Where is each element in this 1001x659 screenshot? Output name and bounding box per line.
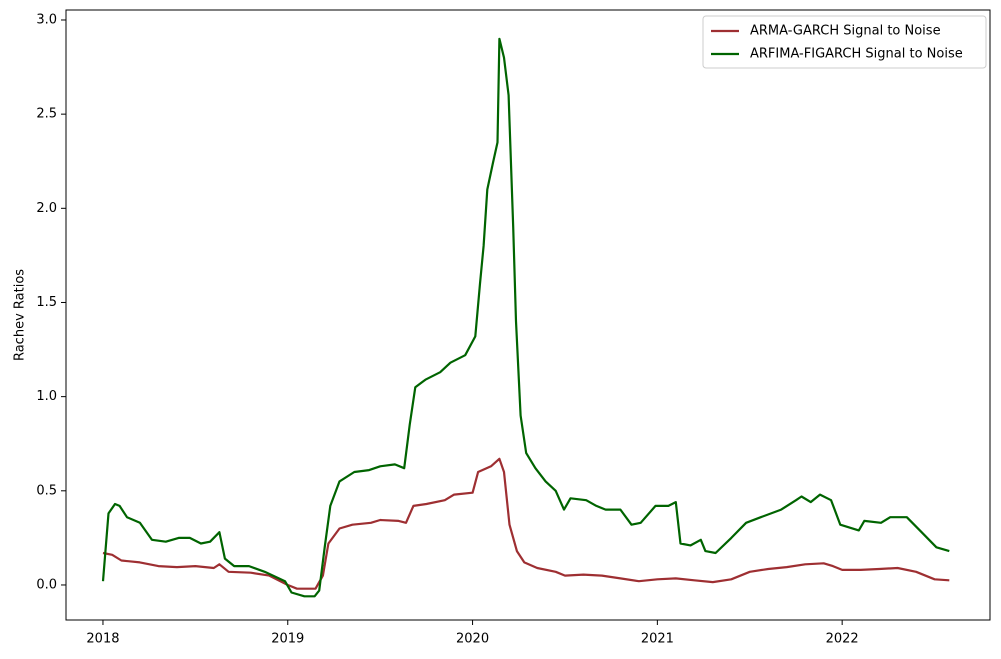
x-tick-label: 2019 (271, 632, 304, 647)
y-tick-label: 0.5 (36, 483, 57, 498)
y-tick-label: 0.0 (36, 577, 57, 592)
legend-box (702, 15, 987, 69)
x-tick-label: 2022 (826, 632, 859, 647)
y-tick-label: 3.0 (36, 12, 57, 27)
legend-label: ARMA-GARCH Signal to Noise (750, 24, 941, 39)
series-line (102, 457, 950, 590)
y-tick-label: 1.5 (36, 295, 57, 310)
y-tick-label: 1.0 (36, 389, 57, 404)
x-tick-label: 2018 (86, 632, 119, 647)
x-tick-label: 2021 (641, 632, 674, 647)
y-axis-label: Rachev Ratios (13, 269, 28, 361)
series-line (101, 37, 950, 598)
y-tick-label: 2.5 (36, 107, 57, 122)
legend-label: ARFIMA-FIGARCH Signal to Noise (750, 47, 963, 62)
plot-frame (65, 9, 991, 621)
y-tick-label: 2.0 (36, 201, 57, 216)
x-tick-label: 2020 (456, 632, 489, 647)
